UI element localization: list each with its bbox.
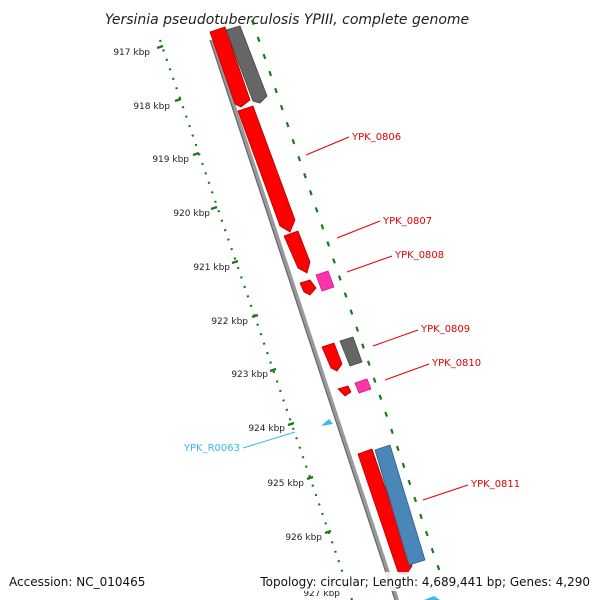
leader-line-ypk-0806 [305,136,350,156]
tick-label: 926 kbp [285,533,322,543]
gene-label-ypk-0810[interactable]: YPK_0810 [431,358,481,369]
leader-lines [242,136,469,501]
leader-line-ypk-0810 [384,363,430,381]
outer-ruler [250,19,448,591]
major-tick [174,97,182,103]
leader-line-ypk-0808 [346,255,393,273]
major-tick [156,44,164,50]
gene-arrow-ypk-0810-b[interactable] [354,378,372,394]
tick-label: 925 kbp [267,479,304,489]
major-tick [287,421,295,427]
leader-line-ypk-0807 [336,220,381,239]
gene-arrow-ypk-0811-b[interactable] [374,444,426,566]
major-tick [231,259,239,265]
accession-text: Accession: NC_010465 [9,575,145,589]
major-tick [269,367,277,373]
rna-label-ypk-r0063[interactable]: YPK_R0063 [183,443,240,454]
map-title: Yersinia pseudotuberculosis YPIII, compl… [105,12,469,28]
gene-arrow[interactable] [209,26,251,108]
tick-label: 918 kbp [133,102,170,112]
gene-label-ypk-0809[interactable]: YPK_0809 [420,324,470,335]
gene-arrow-ypk-0811-a[interactable] [357,448,413,576]
features [209,25,440,600]
major-tick [306,475,314,481]
gene-arrow-ypk-0808-a[interactable] [299,279,317,296]
gene-arrow[interactable] [225,25,268,104]
backbone-line-inner [209,39,396,600]
gene-arrow-ypk-0810-a[interactable] [337,385,352,397]
gene-arrow-ypk-0807[interactable] [283,230,311,274]
gene-arrow-ypk-0806[interactable] [237,105,296,233]
gene-label-ypk-0807[interactable]: YPK_0807 [382,216,432,227]
leader-line-ypk-0811 [422,484,469,501]
tick-label: 922 kbp [211,317,248,327]
leader-line-ypk-r0063 [242,431,296,449]
backbone [209,39,399,600]
gene-label-ypk-0806[interactable]: YPK_0806 [351,132,401,143]
gene-arrow-ypk-0809-a[interactable] [321,342,343,372]
gene-label-ypk-0811[interactable]: YPK_0811 [470,479,520,490]
major-tick [192,151,200,157]
gene-arrow-ypk-0808-b[interactable] [315,270,335,292]
tick-label: 921 kbp [193,263,230,273]
tick-label: 927 kbp [303,589,340,599]
gene-arrow-ypk-0809-b[interactable] [339,336,363,367]
major-tick [324,529,332,535]
tick-labels: 917 kbp 918 kbp 919 kbp 920 kbp 921 kbp … [113,48,340,599]
tick-label: 919 kbp [152,155,189,165]
tick-label: 917 kbp [113,48,150,58]
gene-labels: YPK_0806 YPK_0807 YPK_0808 YPK_0809 YPK_… [183,132,520,490]
tick-label: 923 kbp [231,370,268,380]
rna-marker-edge[interactable] [424,596,440,600]
footer-background [0,572,600,591]
rna-marker[interactable] [321,419,333,426]
backbone-line [210,39,399,600]
major-tick [251,313,259,319]
leader-line-ypk-0809 [372,329,419,347]
major-tick [210,205,218,211]
tick-label: 920 kbp [173,209,210,219]
gene-label-ypk-0808[interactable]: YPK_0808 [394,250,444,261]
tick-label: 924 kbp [248,424,285,434]
genome-summary-text: Topology: circular; Length: 4,689,441 bp… [259,575,590,589]
